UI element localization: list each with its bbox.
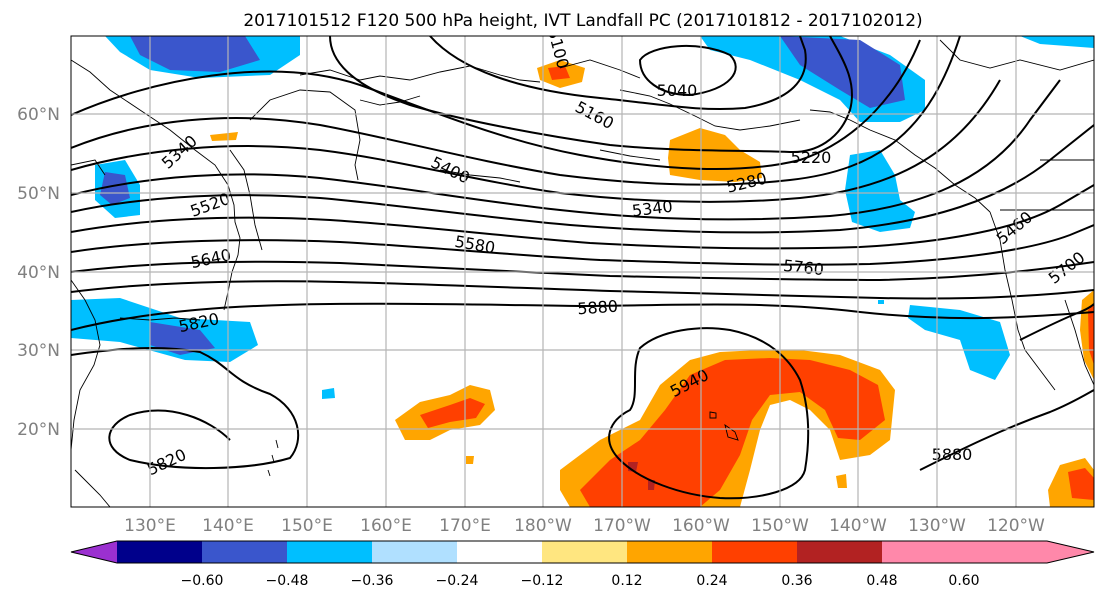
lon-label: 160°W — [672, 516, 730, 536]
map-title: 2017101512 F120 500 hPa height, IVT Land… — [243, 11, 922, 31]
colorbar-swatch — [287, 541, 372, 563]
colorbar-outline — [70, 540, 1095, 564]
colorbar-swatch — [117, 541, 202, 563]
colorbar-tick: −0.60 — [181, 573, 224, 589]
colorbar-right-extension — [964, 541, 1094, 563]
contour-label: 5040 — [657, 81, 698, 100]
lon-label: 150°W — [751, 516, 809, 536]
lat-label: 60°N — [17, 105, 60, 125]
map-panel: 5040 5100 5160 5220 5280 5340 5340 5400 … — [71, 36, 1094, 507]
lon-label: 140°W — [829, 516, 887, 536]
lat-label: 50°N — [17, 184, 60, 204]
graticule — [71, 36, 1094, 507]
colorbar-tick: 0.48 — [866, 573, 897, 589]
colorbar-tick: 0.36 — [781, 573, 812, 589]
colorbar-tick: 0.24 — [696, 573, 727, 589]
colorbar: −0.60 −0.48 −0.36 −0.24 −0.12 0.12 0.24 … — [70, 540, 1095, 589]
colorbar-swatch — [797, 541, 882, 563]
lon-label: 130°E — [124, 516, 176, 536]
colorbar-left-extension — [71, 541, 117, 563]
colorbar-tick: −0.24 — [436, 573, 479, 589]
contour-label: 5340 — [631, 197, 674, 221]
colorbar-swatch — [457, 541, 542, 563]
colorbar-tick: 0.12 — [611, 573, 642, 589]
lon-label: 130°W — [908, 516, 966, 536]
lat-label: 40°N — [17, 263, 60, 283]
lon-label: 140°E — [202, 516, 254, 536]
colorbar-swatch — [627, 541, 712, 563]
lat-label: 30°N — [17, 341, 60, 361]
colorbar-tick: −0.36 — [351, 573, 394, 589]
colorbar-swatch — [712, 541, 797, 563]
colorbar-tick: −0.48 — [266, 573, 309, 589]
map-frame — [70, 35, 1095, 508]
lon-label: 180°W — [514, 516, 572, 536]
lon-label: 120°W — [987, 516, 1045, 536]
lon-label: 170°E — [439, 516, 491, 536]
colorbar-tick: 0.60 — [948, 573, 979, 589]
contour-label: 5880 — [932, 445, 973, 464]
lat-label: 20°N — [17, 420, 60, 440]
colorbar-swatch — [882, 541, 964, 563]
contour-label: 5220 — [791, 148, 832, 167]
colorbar-swatch — [202, 541, 287, 563]
colorbar-tick-labels: −0.60 −0.48 −0.36 −0.24 −0.12 0.12 0.24 … — [181, 573, 980, 589]
lon-label: 160°E — [360, 516, 412, 536]
longitude-labels: 130°E 140°E 150°E 160°E 170°E 180°W 170°… — [124, 516, 1045, 536]
lon-label: 150°E — [281, 516, 333, 536]
lon-label: 170°W — [593, 516, 651, 536]
colorbar-swatch — [542, 541, 627, 563]
colorbar-tick: −0.12 — [521, 573, 564, 589]
latitude-labels: 60°N 50°N 40°N 30°N 20°N — [17, 105, 60, 440]
contour-label: 5760 — [782, 256, 824, 279]
colorbar-swatch — [372, 541, 457, 563]
contour-label: 5880 — [577, 297, 619, 319]
